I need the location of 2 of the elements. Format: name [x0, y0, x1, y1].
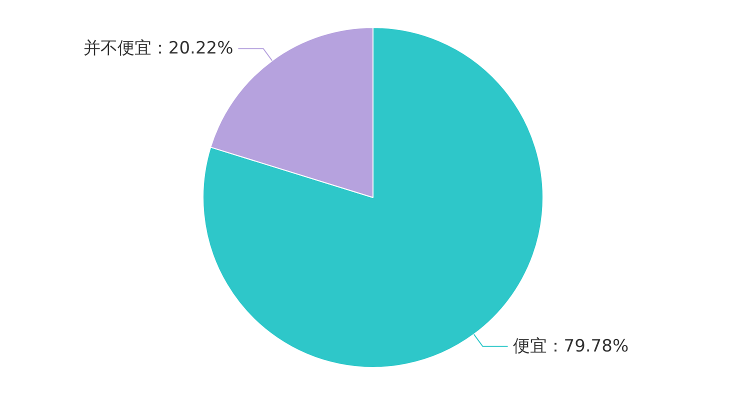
slice-label: 便宜：79.78%: [512, 336, 629, 356]
slice-label: 并不便宜：20.22%: [83, 38, 234, 59]
